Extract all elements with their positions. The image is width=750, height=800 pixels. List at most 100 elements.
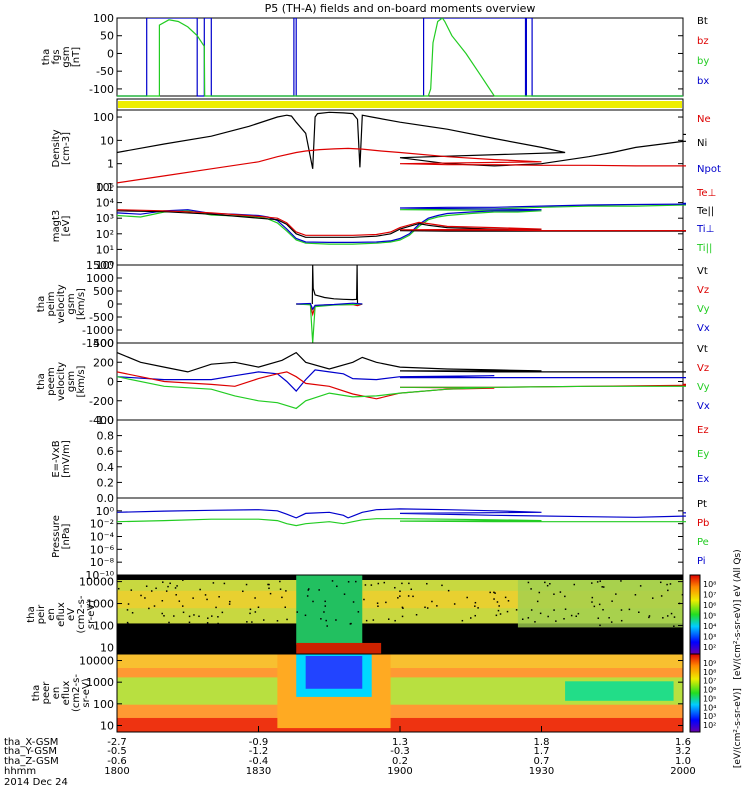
colorbar-tick-label: 10⁸ <box>703 668 716 677</box>
y-tick-label: 0.8 <box>97 430 115 443</box>
spectrogram-pixel <box>534 621 536 623</box>
spectrogram-pixel <box>323 611 325 613</box>
legend-entry: Pe <box>697 537 709 548</box>
spectrogram-pixel <box>591 582 593 584</box>
series-line-vy <box>296 304 362 343</box>
colorbar-tick-label: 10³ <box>703 712 716 721</box>
spectrogram-pixel <box>175 587 177 589</box>
panel-pressure: 10⁰10⁻²10⁻⁴10⁻⁶10⁻⁸10⁻¹⁰Pressure [nPa]PtP… <box>51 498 750 582</box>
spectrogram-pixel <box>217 623 219 625</box>
series-group <box>117 18 683 96</box>
spectrogram-pixel <box>281 597 283 599</box>
y-tick-label: 10000 <box>79 655 114 668</box>
spectrogram-pixel <box>182 605 184 607</box>
spectrogram-pixel <box>215 607 217 609</box>
colorbar-tick-label: 10⁷ <box>703 677 716 686</box>
legend-entry: Pt <box>697 499 707 510</box>
y-tick-label: -500 <box>89 311 114 324</box>
spectrogram-pixel <box>249 613 251 615</box>
panel-mode-bar <box>117 99 683 110</box>
series-group <box>117 112 750 183</box>
spectrogram-pixel <box>332 580 334 582</box>
spectrogram-pixel <box>259 624 261 626</box>
spectrogram-pixel <box>377 602 379 604</box>
series-line-ni <box>117 112 750 169</box>
spectrogram-pixel <box>652 597 654 599</box>
spectrogram-pixel <box>353 601 355 603</box>
spectrogram-pixel <box>578 613 580 615</box>
spectrogram-pixel <box>268 588 270 590</box>
spectrogram-pixel <box>621 620 623 622</box>
spectrogram-pixel <box>528 617 530 619</box>
series-line-pe <box>117 519 750 526</box>
y-tick-label: 10000 <box>79 576 114 589</box>
spectrogram-pixel <box>128 623 130 625</box>
spectrogram-pixel <box>497 601 499 603</box>
y-tick-label: 1000 <box>86 272 114 285</box>
series-group <box>117 353 750 409</box>
spectrogram-pixel <box>318 589 320 591</box>
spectrogram-pixel <box>365 584 367 586</box>
spectrogram-pixel <box>564 596 566 598</box>
spectrogram-pixel <box>217 616 219 618</box>
spectrogram-pixel <box>246 621 248 623</box>
spectrogram-pixel <box>308 588 310 590</box>
colorbar-tick-label: 10⁸ <box>703 580 716 589</box>
y-tick-label: 10⁴ <box>96 197 115 210</box>
spectrogram-pixel <box>305 615 307 617</box>
legend-entry: Pb <box>697 518 709 529</box>
spectrogram-pixel <box>268 584 270 586</box>
legend-entry: Pi <box>697 556 706 567</box>
spectrogram-pixel <box>358 611 360 613</box>
spectrogram-pixel <box>399 595 401 597</box>
spectrogram-pixel <box>397 597 399 599</box>
legend-entry: by <box>697 56 709 67</box>
spectrogram-pixel <box>320 618 322 620</box>
y-tick-label: 10¹ <box>96 243 114 256</box>
colorbar-tick-label: 10⁹ <box>703 659 716 668</box>
spectrogram-pixel <box>553 609 555 611</box>
legend-entry: Vz <box>697 363 709 374</box>
spectrogram-pixel <box>213 582 215 584</box>
spectrogram-pixel <box>355 581 357 583</box>
spectrogram-pixel <box>336 586 338 588</box>
spectrogram-pixel <box>280 588 282 590</box>
y-axis-label: [cm-3] <box>61 132 72 165</box>
spectrogram-pixel <box>288 624 290 626</box>
spectrogram-pixel <box>427 607 429 609</box>
spectrogram-pixel <box>366 620 368 622</box>
spectrogram-pixel <box>140 595 142 597</box>
spectrogram-pixel <box>408 583 410 585</box>
spectrogram-pixel <box>211 615 213 617</box>
spectrogram-pixel <box>344 593 346 595</box>
y-axis-label: [km/s] <box>76 288 87 320</box>
spectrogram-pixel <box>144 597 146 599</box>
legend-entry: Npot <box>697 164 721 175</box>
y-axis-label: sr-eV) <box>86 600 97 629</box>
spectrogram-pixel <box>494 592 496 594</box>
colorbar-tick-label: 10² <box>703 721 716 730</box>
legend-entry: Bt <box>697 16 708 27</box>
spectrogram-late <box>518 580 683 627</box>
spectrogram-pixel <box>416 614 418 616</box>
y-tick-label: 10⁻⁴ <box>90 531 115 544</box>
spectrogram-pixel <box>574 584 576 586</box>
y-tick-label: 10⁻⁶ <box>90 543 115 556</box>
colorbar-tick-label: 10⁶ <box>703 601 716 610</box>
spectrogram-pixel <box>373 619 375 621</box>
series-line-vt <box>312 265 357 304</box>
spectrogram-pixel <box>335 619 337 621</box>
spectrogram-pixel <box>161 613 163 615</box>
y-tick-label: 10 <box>100 719 114 732</box>
spectrogram-pixel <box>666 584 668 586</box>
legend-entry: Ey <box>697 449 709 460</box>
spectrogram-pixel <box>199 589 201 591</box>
spectrogram-pixel <box>537 601 539 603</box>
spectrogram-pixel <box>163 615 165 617</box>
legend-entry: Ne <box>697 114 711 125</box>
spectrogram-pixel <box>608 617 610 619</box>
y-tick-label: 100 <box>93 111 114 124</box>
spectrogram-pixel <box>128 603 130 605</box>
legend-entry: Vz <box>697 285 709 296</box>
x-axis-row-label: hhmm <box>4 766 36 777</box>
